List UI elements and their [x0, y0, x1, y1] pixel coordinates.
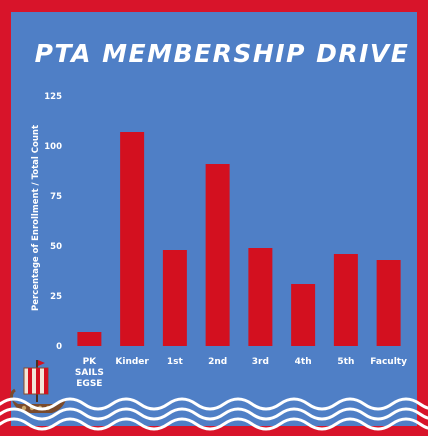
bar: [77, 332, 102, 346]
x-tick-label: 4th: [295, 357, 312, 367]
y-tick-label: 25: [50, 292, 62, 302]
x-tick-label: PK: [83, 357, 98, 367]
x-tick-label: 1st: [167, 357, 184, 367]
x-tick-label: Kinder: [115, 357, 149, 367]
y-tick-label: 0: [56, 342, 62, 352]
y-tick-label: 50: [50, 242, 62, 252]
bar-series: [77, 132, 401, 346]
chart-title: PTA MEMBERSHIP DRIVE: [35, 39, 410, 68]
bar: [205, 164, 230, 346]
x-tick-label: Faculty: [370, 357, 407, 367]
y-axis-label: Percentage of Enrollment / Total Count: [31, 125, 41, 311]
x-tick-label: 3rd: [252, 357, 269, 367]
x-tick-label: EGSE: [76, 379, 102, 389]
x-tick-label: 2nd: [208, 357, 227, 367]
y-tick-label: 100: [44, 142, 62, 152]
y-axis-ticks: 0 25 50 75 100 125: [44, 92, 62, 352]
bar: [162, 250, 187, 346]
bar: [291, 284, 316, 346]
y-tick-label: 125: [44, 92, 62, 102]
waves-decoration: [0, 397, 428, 431]
bar: [376, 260, 401, 346]
bar: [333, 254, 358, 346]
x-tick-label: 5th: [337, 357, 354, 367]
y-tick-label: 75: [50, 192, 62, 202]
bar: [248, 248, 273, 346]
x-tick-label: SAILS: [75, 368, 104, 378]
bar: [120, 132, 145, 346]
